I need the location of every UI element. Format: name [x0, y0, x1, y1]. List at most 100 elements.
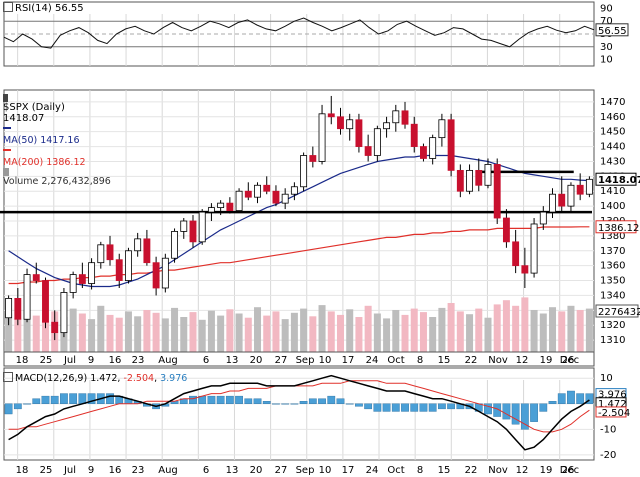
macd-histogram-bar: [281, 403, 290, 405]
candle: [420, 143, 427, 162]
macd-histogram-bar: [345, 403, 354, 405]
macd-x-label: 26: [562, 465, 575, 476]
macd-histogram-bar: [23, 403, 31, 405]
volume-bar: [502, 300, 510, 352]
macd-histogram-bar: [78, 393, 87, 404]
candle: [466, 164, 473, 195]
volume-bar: [521, 297, 529, 352]
candle: [318, 104, 326, 165]
candle: [493, 158, 501, 224]
volume-bar: [69, 308, 77, 352]
price-tick-label: 1380: [600, 231, 625, 242]
macd-histogram-bar: [60, 393, 68, 404]
candle: [198, 209, 206, 245]
macd-histogram-bar: [69, 393, 78, 404]
volume-bar: [373, 313, 381, 352]
price-x-label: 18: [16, 355, 29, 366]
macd-histogram-bar: [235, 395, 243, 404]
macd-x-label: 25: [40, 465, 53, 476]
price-x-label: 24: [366, 355, 379, 366]
candle: [161, 253, 169, 293]
macd-x-label: Oct: [387, 465, 404, 476]
volume-tag-text: 2276432: [598, 307, 640, 318]
macd-x-label: 24: [366, 465, 379, 476]
candle-body: [152, 262, 160, 289]
price-title: $SPX (Daily) 1418.07: [3, 94, 111, 124]
candle: [189, 215, 197, 248]
macd-histogram-bar: [520, 403, 529, 430]
price-tick-label: 1320: [600, 320, 625, 331]
candle: [539, 206, 547, 230]
candle: [263, 176, 271, 195]
candle: [475, 158, 483, 192]
candle-body: [576, 184, 584, 195]
macd-histogram-bar: [410, 403, 419, 412]
macd-histogram-bar: [50, 395, 59, 404]
macd-histogram-bar: [530, 403, 538, 422]
macd-signal-tag-text: -2.504: [598, 408, 630, 419]
price-x-label: 13: [226, 355, 239, 366]
price-xaxis-strip: [3, 351, 595, 367]
macd-x-label: 15: [438, 465, 451, 476]
volume-bar: [585, 308, 593, 352]
candle: [521, 247, 529, 288]
volume-bar: [336, 314, 344, 352]
candle: [106, 235, 114, 266]
volume-bar: [23, 310, 31, 352]
price-tick-label: 1410: [600, 186, 625, 197]
price-x-label: 10: [319, 355, 332, 366]
macd-histogram-bar: [336, 398, 345, 404]
macd-histogram-bar: [189, 395, 197, 404]
volume-bar: [327, 311, 335, 352]
candle-body: [23, 274, 31, 320]
candle: [530, 218, 538, 278]
volume-bar: [226, 309, 234, 352]
candle-body: [171, 231, 178, 259]
macd-x-label: Dec: [560, 465, 579, 476]
price-x-label: 16: [109, 355, 122, 366]
candle-body: [364, 146, 372, 156]
candle-body: [226, 202, 234, 211]
volume-bar: [115, 317, 123, 352]
legend-volume-label: Volume 2,276,432,896: [3, 176, 111, 187]
candle-body: [558, 193, 566, 207]
volume-bar: [493, 304, 501, 352]
candle-body: [134, 238, 142, 252]
rsi-tick-label: 10: [600, 55, 613, 66]
rsi-title: RSI(14) 56.55: [3, 2, 84, 14]
candle-body: [383, 122, 391, 130]
candle-body: [97, 244, 105, 264]
price-x-label: Aug: [158, 355, 178, 366]
volume-bar: [447, 303, 455, 352]
candle: [217, 200, 225, 216]
macd-x-label: 16: [109, 465, 122, 476]
ma200-line: [8, 226, 590, 285]
candle: [438, 113, 446, 147]
macd-histogram-bar: [106, 393, 114, 404]
rsi-line: [3, 17, 595, 49]
candle-body: [5, 298, 13, 319]
volume-bar: [475, 308, 483, 352]
macd-x-label: 22: [465, 465, 478, 476]
volume-bar: [512, 305, 520, 352]
volume-bar: [171, 307, 179, 352]
price-tick-label: 1360: [600, 261, 625, 272]
macd-x-label: Sep: [296, 465, 315, 476]
rsi-value-tag-box: [595, 23, 629, 37]
candle-body: [484, 164, 492, 186]
candle-body: [410, 123, 418, 147]
candle: [207, 203, 215, 221]
macd-histogram-bar: [272, 403, 280, 405]
macd-histogram-bar: [225, 395, 234, 404]
macd-histogram-bar: [216, 395, 225, 404]
macd-signal-value: -2.504: [123, 373, 155, 384]
volume-bar: [290, 312, 298, 352]
macd-x-label: 10: [319, 465, 332, 476]
candle-body: [567, 184, 575, 207]
price-x-label: Jul: [63, 355, 76, 366]
volume-bar: [161, 318, 169, 352]
candle-body: [254, 184, 261, 198]
rsi-swatch: [3, 2, 13, 12]
candle-body: [585, 178, 593, 195]
candle: [14, 287, 22, 326]
